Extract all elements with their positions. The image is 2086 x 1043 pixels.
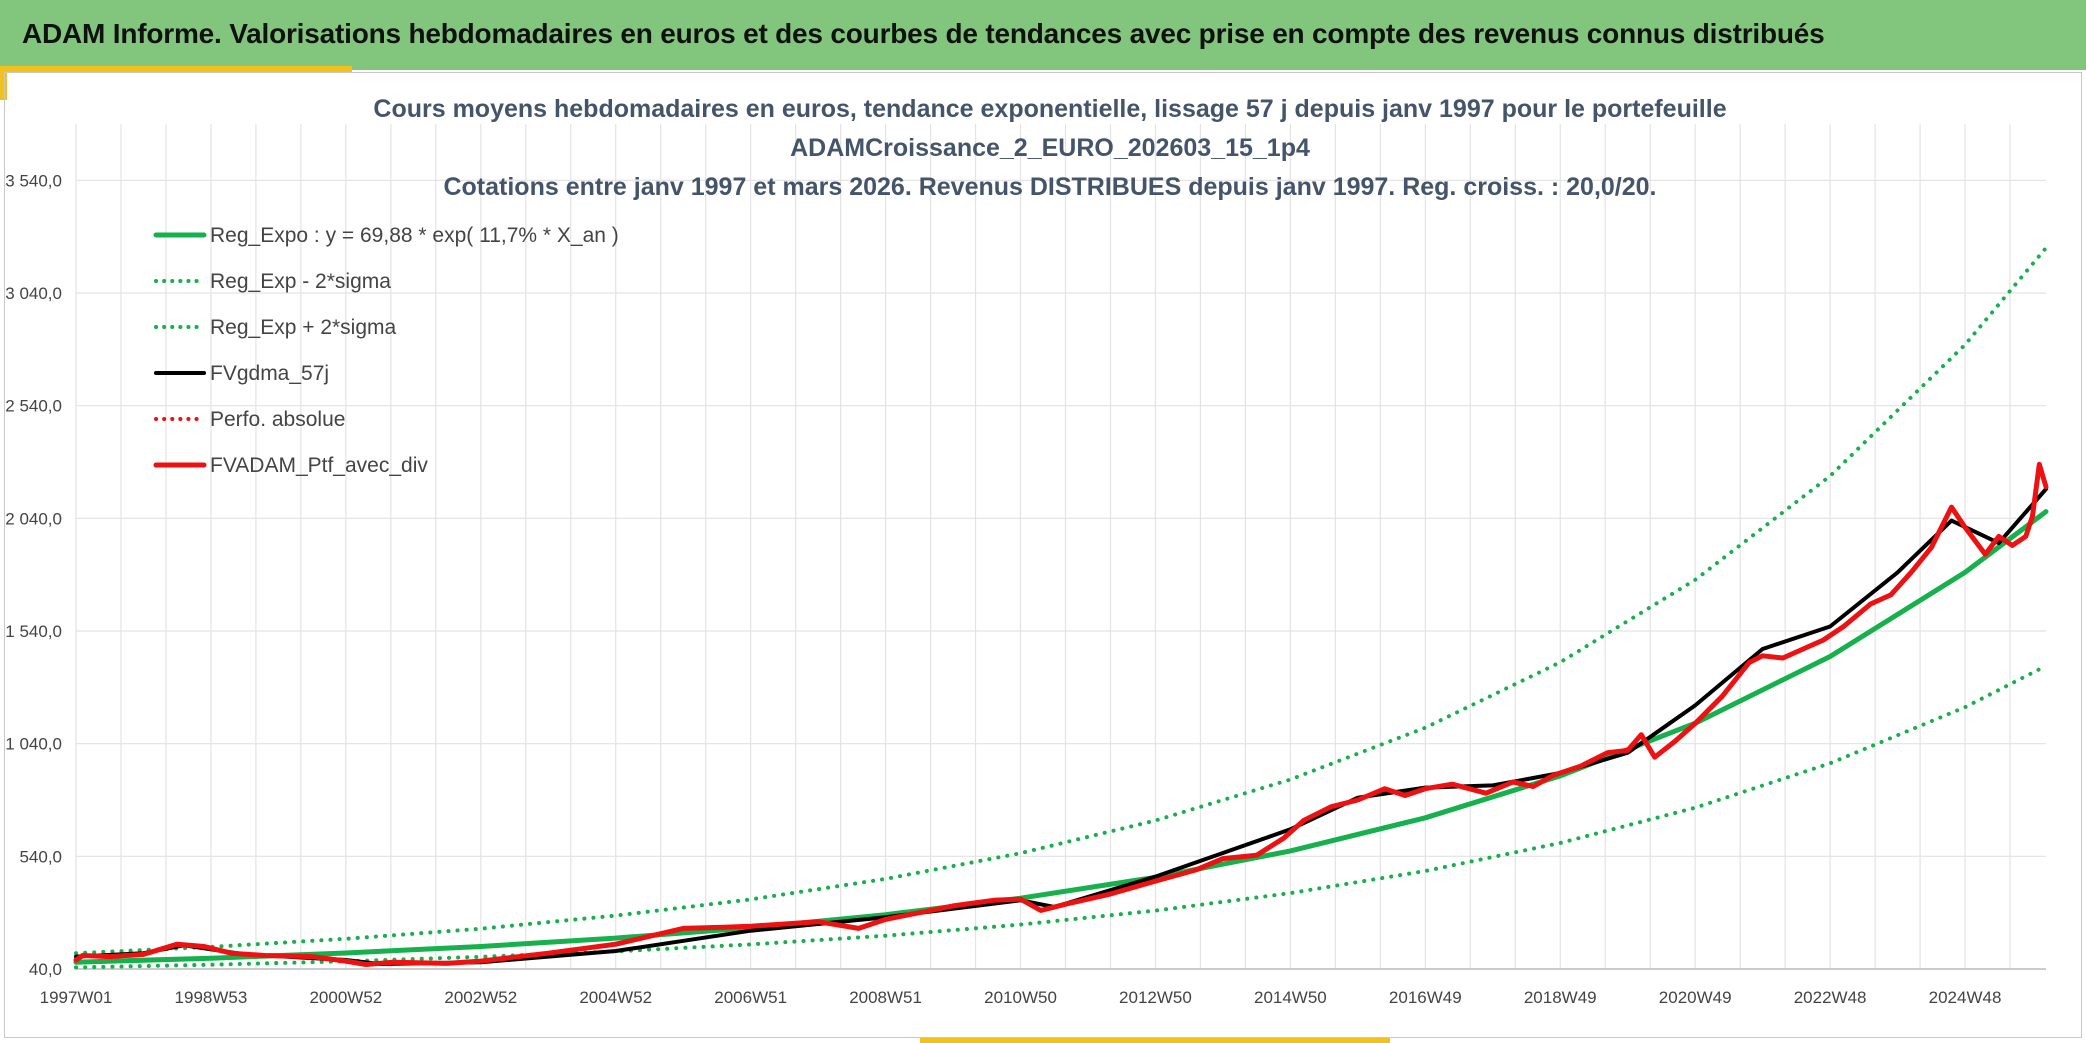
y-tick-label: 2 040,0	[5, 509, 62, 528]
legend-label: Reg_Exp - 2*sigma	[210, 270, 391, 293]
legend-label: Reg_Expo : y = 69,88 * exp( 11,7% * X_an…	[210, 224, 619, 247]
chart-title-line: Cotations entre janv 1997 et mars 2026. …	[443, 173, 1656, 201]
x-tick-label: 1998W53	[175, 988, 248, 1007]
y-tick-label: 2 540,0	[5, 397, 62, 416]
legend-label: Reg_Exp + 2*sigma	[210, 316, 397, 339]
legend-label: FVgdma_57j	[210, 362, 329, 385]
legend-label: FVADAM_Ptf_avec_div	[210, 454, 428, 477]
y-tick-label: 3 040,0	[5, 284, 62, 303]
x-tick-label: 2016W49	[1389, 988, 1462, 1007]
chart-title: Cours moyens hebdomadaires en euros, ten…	[373, 95, 1726, 201]
chart-title-line: ADAMCroissance_2_EURO_202603_15_1p4	[790, 134, 1310, 162]
series-layer	[73, 245, 2049, 970]
x-tick-label: 2010W50	[984, 988, 1057, 1007]
x-tick-label: 2012W50	[1119, 988, 1192, 1007]
x-tick-label: 2002W52	[444, 988, 517, 1007]
x-tick-label: 2004W52	[579, 988, 652, 1007]
x-axis: 1997W01 1998W53 2000W52 2002W52 2004W52 2006W…	[40, 988, 2002, 1007]
series-line-1	[74, 663, 2048, 970]
legend: Reg_Expo : y = 69,88 * exp( 11,7% * X_an…	[153, 224, 619, 477]
y-tick-label: 3 540,0	[5, 171, 62, 190]
x-tick-label: 1997W01	[40, 988, 113, 1007]
x-tick-label: 2020W49	[1659, 988, 1732, 1007]
legend-label: Perfo. absolue	[210, 408, 345, 431]
y-tick-label: 1 540,0	[5, 622, 62, 641]
header-title: ADAM Informe. Valorisations hebdomadaire…	[22, 18, 1825, 49]
y-tick-label: 40,0	[29, 960, 62, 979]
accent-line-top	[0, 66, 352, 72]
x-tick-label: 2022W48	[1794, 988, 1867, 1007]
accent-line-side	[0, 66, 7, 100]
y-tick-label: 1 040,0	[5, 735, 62, 754]
grid-layer	[75, 124, 2046, 970]
x-tick-label: 2018W49	[1524, 988, 1597, 1007]
x-tick-label: 2014W50	[1254, 988, 1327, 1007]
x-tick-label: 2008W51	[849, 988, 922, 1007]
series-line-2	[74, 245, 2048, 956]
accent-line-bottom	[920, 1037, 1390, 1043]
chart-title-line: Cours moyens hebdomadaires en euros, ten…	[373, 95, 1726, 123]
x-tick-label: 2000W52	[309, 988, 382, 1007]
y-axis: 40,0 540,0 1 040,0 1 540,0 2 040,0 2 540,0 3 0…	[5, 171, 62, 979]
series-line-5	[73, 461, 2049, 967]
header-bar: ADAM Informe. Valorisations hebdomadaire…	[0, 0, 2086, 70]
x-tick-label: 2006W51	[714, 988, 787, 1007]
series-line-0	[73, 509, 2049, 965]
x-tick-label: 2024W48	[1929, 988, 2002, 1007]
y-tick-label: 540,0	[19, 847, 62, 866]
chart-frame	[4, 72, 2082, 1038]
